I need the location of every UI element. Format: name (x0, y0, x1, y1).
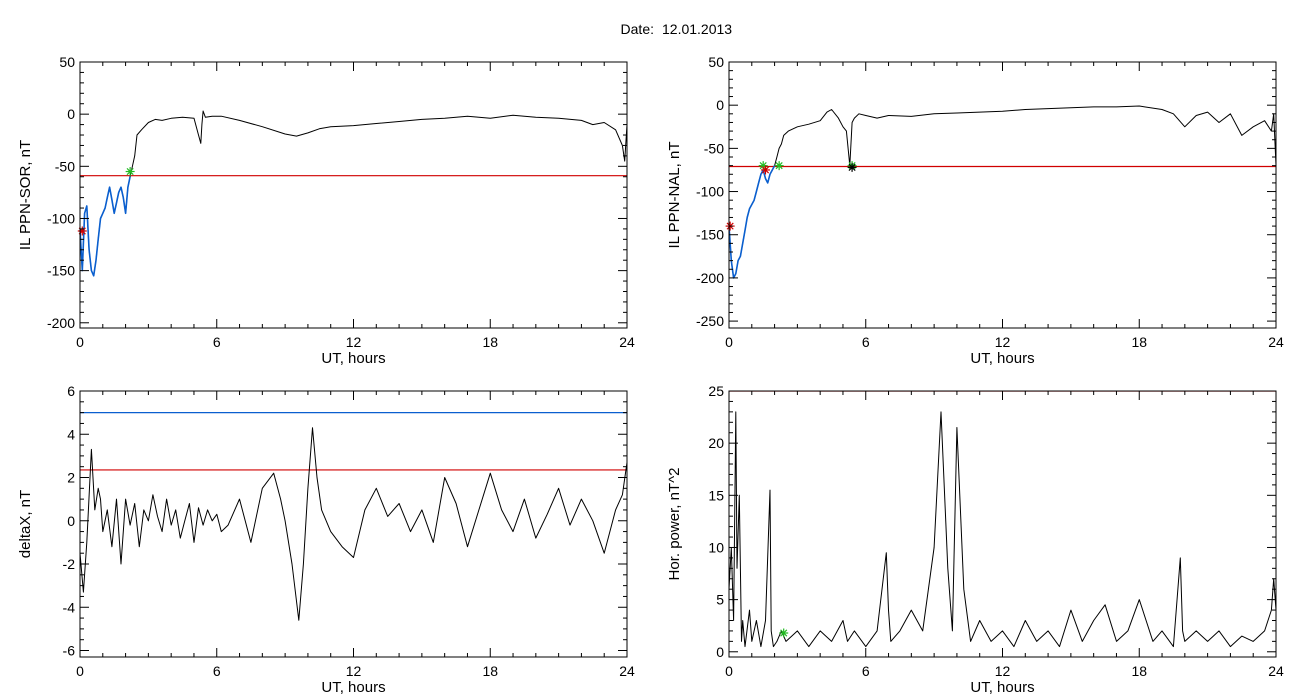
panel-il-ppn-nal-marker (847, 162, 857, 172)
panel-hor-power-plot-frame (728, 390, 1277, 658)
panel-deltax-ytick-label: 0 (67, 513, 75, 529)
panel-hor-power-xtick-label: 0 (725, 663, 733, 679)
panel-il-ppn-nal-ytick-label: -100 (696, 184, 724, 200)
panel-deltax-plot-frame (79, 390, 628, 658)
panel-il-ppn-sor-marker (77, 226, 87, 236)
panel-il-ppn-sor-series-line (80, 110, 627, 277)
date-prefix: Date: (621, 21, 654, 37)
panel-hor-power-ytick-label: 25 (708, 383, 724, 399)
panel-il-ppn-sor-ytick-label: -100 (47, 210, 75, 226)
panel-hor-power-ytick-label: 10 (708, 539, 724, 555)
panel-il-ppn-nal-xtick-label: 12 (995, 334, 1011, 350)
panel-il-ppn-nal-ytick-label: -250 (696, 313, 724, 329)
panel-il-ppn-nal: 0 6 12 18 24 -250 -200 -150 -100 -50 0 50 IL PPN-NAL… (666, 54, 1284, 367)
panel-hor-power-xtick-label: 18 (1131, 663, 1147, 679)
panel-il-ppn-sor-marker (125, 167, 135, 177)
panel-il-ppn-sor-ytick-label: -200 (47, 315, 75, 331)
panel-il-ppn-sor-ylabel: IL PPN-SOR, nT (17, 140, 34, 250)
panel-il-ppn-nal-marker (758, 161, 768, 171)
panel-il-ppn-nal-ytick-label: -50 (704, 140, 724, 156)
panel-il-ppn-sor-xtick-label: 18 (482, 334, 498, 350)
panel-il-ppn-sor-xtick-label: 24 (619, 334, 635, 350)
date-value: 12.01.2013 (662, 21, 732, 37)
panel-il-ppn-nal-series-line (729, 165, 776, 279)
panel-deltax-xtick-label: 12 (346, 663, 362, 679)
panel-hor-power-ytick-label: 15 (708, 487, 724, 503)
panel-il-ppn-nal-xlabel: UT, hours (970, 350, 1034, 367)
panel-il-ppn-nal-ytick-label: -200 (696, 270, 724, 286)
panel-hor-power-marker (779, 628, 789, 638)
panel-deltax-ylabel: deltaX, nT (17, 490, 34, 558)
panel-il-ppn-sor-ytick-label: -150 (47, 263, 75, 279)
date-header: Date: 12.01.2013 (621, 21, 733, 37)
panel-hor-power-xtick-label: 24 (1268, 663, 1284, 679)
panel-deltax-ytick-label: 2 (67, 470, 75, 486)
panel-il-ppn-nal-xtick-label: 24 (1268, 334, 1284, 350)
panel-il-ppn-sor-ytick-label: 50 (59, 54, 75, 70)
panel-deltax-xtick-label: 6 (213, 663, 221, 679)
panel-il-ppn-nal-ytick-label: 50 (708, 54, 724, 70)
panel-deltax-ytick-label: -2 (63, 556, 76, 572)
panel-il-ppn-nal-xtick-label: 6 (862, 334, 870, 350)
panel-il-ppn-sor-xlabel: UT, hours (321, 350, 385, 367)
panel-il-ppn-sor-xtick-label: 6 (213, 334, 221, 350)
panel-deltax-ytick-label: 4 (67, 426, 75, 442)
panel-il-ppn-nal-ytick-label: -150 (696, 227, 724, 243)
panel-il-ppn-nal-plot-frame (728, 61, 1277, 329)
panel-deltax-xtick-label: 18 (482, 663, 498, 679)
panel-il-ppn-sor-series-line (80, 176, 131, 277)
panel-deltax-ytick-label: 6 (67, 383, 75, 399)
panel-il-ppn-nal-ytick-label: 0 (716, 97, 724, 113)
panel-hor-power-ylabel: Hor. power, nT^2 (666, 468, 683, 581)
panel-deltax-xtick-label: 24 (619, 663, 635, 679)
panel-il-ppn-sor-ytick-label: 0 (67, 106, 75, 122)
panel-il-ppn-nal-xtick-label: 0 (725, 334, 733, 350)
panel-hor-power-ytick-label: 20 (708, 435, 724, 451)
panel-hor-power-xtick-label: 6 (862, 663, 870, 679)
panel-il-ppn-nal-ylabel: IL PPN-NAL, nT (666, 142, 683, 249)
panel-hor-power-series-line (729, 411, 1276, 648)
panel-hor-power-ytick-label: 5 (716, 592, 724, 608)
panel-deltax-ytick-label: -4 (63, 599, 76, 615)
panel-il-ppn-sor-xtick-label: 12 (346, 334, 362, 350)
panel-il-ppn-sor-ytick-label: -50 (55, 158, 75, 174)
panel-deltax-xlabel: UT, hours (321, 679, 385, 696)
panel-hor-power-xtick-label: 12 (995, 663, 1011, 679)
panel-il-ppn-sor-plot-frame (79, 61, 628, 329)
panel-hor-power-ytick-label: 0 (716, 644, 724, 660)
panel-il-ppn-nal-marker (760, 165, 770, 175)
panel-il-ppn-nal-series-line (729, 105, 1276, 279)
panel-hor-power: 0 6 12 18 24 0 5 10 15 20 25 Hor. power, nT^2 UT, ho… (666, 383, 1284, 696)
panel-deltax-ytick-label: -6 (63, 643, 76, 659)
panel-hor-power-xlabel: UT, hours (970, 679, 1034, 696)
panel-il-ppn-sor-xtick-label: 0 (76, 334, 84, 350)
panel-deltax-series-line (80, 427, 627, 621)
panel-il-ppn-sor: 0 6 12 18 24 -200 -150 -100 -50 0 50 IL PPN-SOR, nT… (17, 54, 635, 367)
panel-il-ppn-nal-marker (774, 161, 784, 171)
panel-il-ppn-nal-xtick-label: 18 (1131, 334, 1147, 350)
panel-deltax-xtick-label: 0 (76, 663, 84, 679)
